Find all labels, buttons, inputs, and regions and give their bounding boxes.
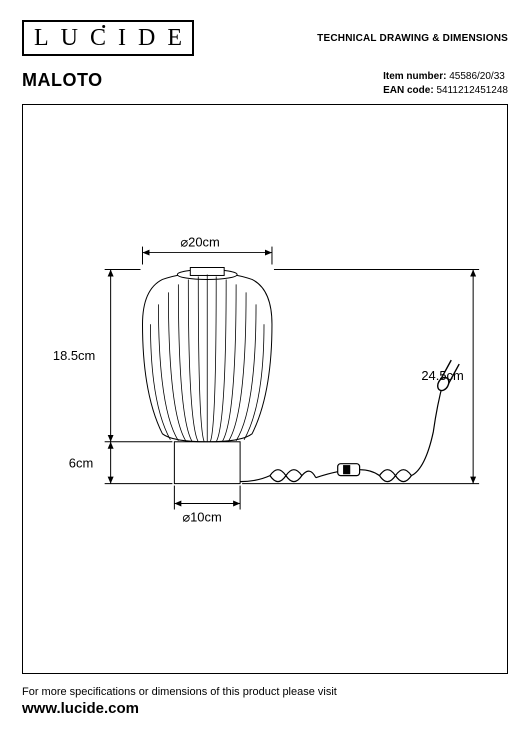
- ean-value: 5411212451248: [436, 85, 508, 96]
- product-name: MALOTO: [22, 70, 103, 91]
- logo-letter: U: [61, 26, 90, 50]
- ean-row: EAN code: 5411212451248: [383, 84, 508, 98]
- dim-total-height: 24.5cm: [421, 368, 463, 383]
- brand-logo: LUCIDE: [22, 20, 194, 56]
- logo-letter: I: [118, 26, 138, 50]
- item-number-value: 45586/20/33: [449, 71, 505, 82]
- section-title: TECHNICAL DRAWING & DIMENSIONS: [317, 33, 508, 44]
- lamp-base: [174, 442, 240, 484]
- logo-letter: C: [90, 26, 118, 50]
- subheader-row: MALOTO Item number: 45586/20/33 EAN code…: [22, 70, 508, 98]
- logo-letter: E: [167, 26, 182, 50]
- product-meta: Item number: 45586/20/33 EAN code: 54112…: [383, 70, 508, 98]
- dim-base-diameter: ⌀10cm: [182, 509, 221, 524]
- dim-shade-height: 18.5cm: [53, 348, 95, 363]
- logo-letter: L: [34, 26, 61, 50]
- dim-base-height: 6cm: [69, 456, 93, 471]
- footer-text: For more specifications or dimensions of…: [22, 686, 508, 698]
- item-number-label: Item number: [383, 71, 443, 82]
- lamp-shade: [143, 268, 272, 442]
- technical-drawing: ⌀20cm 18.5cm 6cm ⌀10cm 24.5cm: [23, 105, 507, 673]
- item-number-row: Item number: 45586/20/33: [383, 70, 508, 84]
- ean-label: EAN code: [383, 85, 430, 96]
- logo-letter: D: [138, 26, 167, 50]
- drawing-frame: ⌀20cm 18.5cm 6cm ⌀10cm 24.5cm: [22, 104, 508, 674]
- dim-shade-diameter: ⌀20cm: [180, 235, 219, 250]
- header-row: LUCIDE TECHNICAL DRAWING & DIMENSIONS: [22, 20, 508, 56]
- footer: For more specifications or dimensions of…: [22, 686, 508, 717]
- footer-url: www.lucide.com: [22, 700, 508, 717]
